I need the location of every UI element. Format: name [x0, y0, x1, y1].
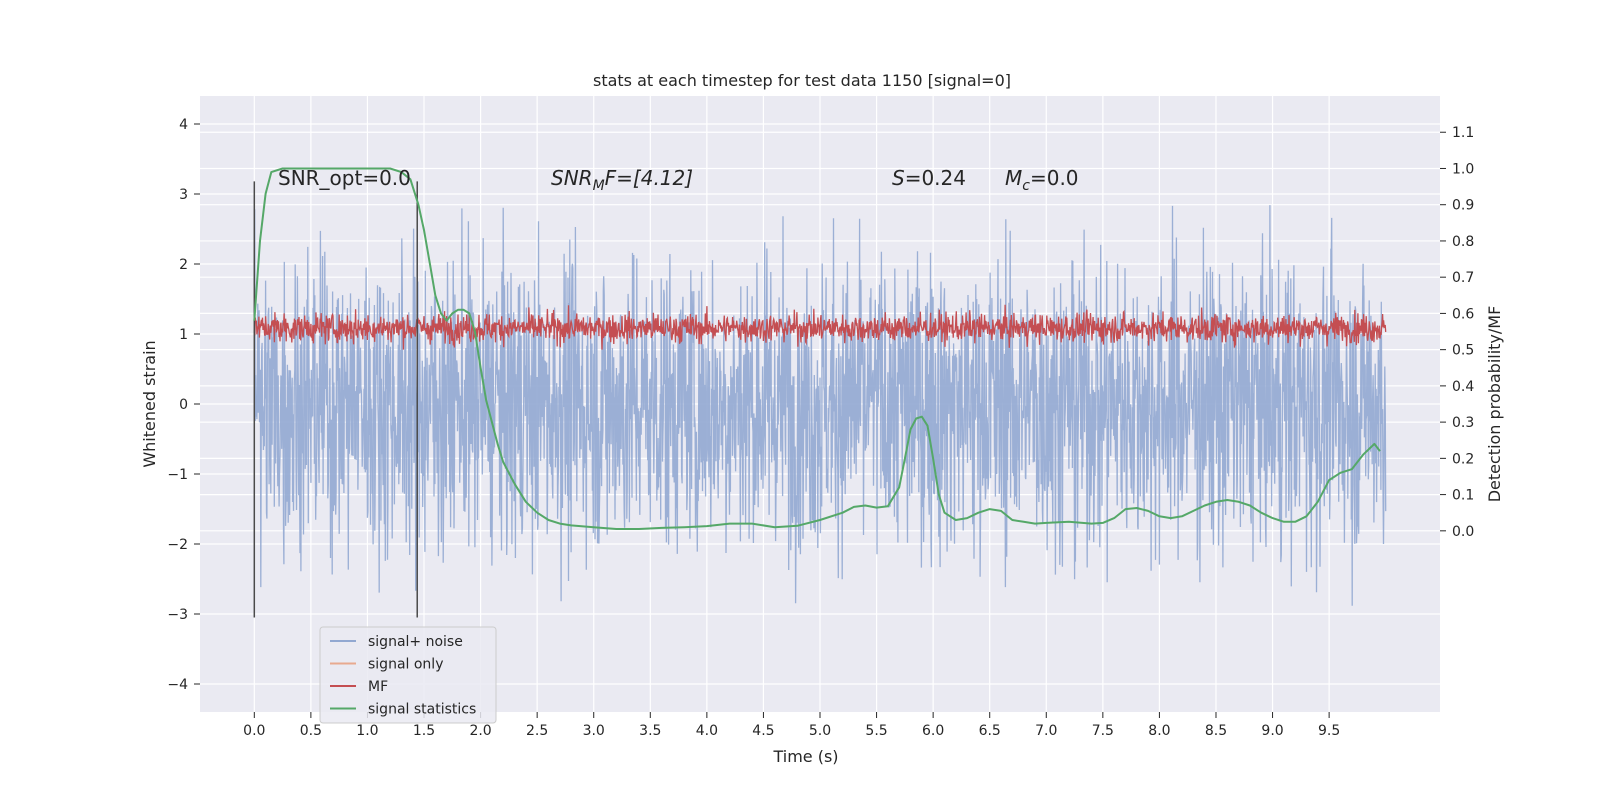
y-tick-label-left: −1: [167, 467, 188, 483]
y-tick-label-right: 0.6: [1452, 306, 1474, 322]
annotation-s-suffix: =0.24: [905, 166, 966, 190]
x-tick-label: 4.0: [696, 723, 718, 739]
x-tick-label: 5.0: [809, 723, 831, 739]
annotation-snr-mf-prefix: SNR: [551, 166, 593, 190]
x-tick-label: 7.5: [1092, 723, 1114, 739]
y-tick-labels-left: 4 3 2 1 0 −1 −2 −3 −4: [167, 117, 200, 693]
annotation-mc-sub: c: [1022, 178, 1030, 194]
y-tick-label-right: 0.3: [1452, 415, 1474, 431]
y-tick-label-left: −3: [167, 607, 188, 623]
y-tick-label-right: 0.5: [1452, 343, 1474, 359]
x-tick-labels: 0.0 0.5 1.0 1.5 2.0 2.5 3.0 3.5 4.0 4.5 5.0 5.5 6.0 6…: [243, 712, 1340, 739]
signal-noise-series: [253, 205, 1387, 606]
vertical-markers: [253, 181, 418, 618]
x-tick-label: 6.0: [922, 723, 944, 739]
annotation-snr-mf-suffix: F=[4.12]: [605, 166, 693, 190]
mf-line: [253, 304, 1387, 350]
annotation-snr-mf-sub: M: [593, 178, 605, 194]
y-tick-label-left: 2: [179, 257, 188, 273]
x-tick-label: 6.5: [979, 723, 1001, 739]
legend-box: [319, 626, 497, 724]
x-tick-label: 3.0: [583, 723, 605, 739]
y-axis-label: Whitened strain: [140, 340, 159, 467]
annotation-mc-prefix: M: [1005, 166, 1022, 190]
x-tick-label: 1.5: [413, 723, 435, 739]
y-tick-label-right: 0.2: [1452, 451, 1474, 467]
y-tick-labels-right: 1.1 1.0 0.9 0.8 0.7 0.6 0.5 0.4 0.3 0.2 0.1 0.0: [1440, 125, 1474, 540]
y-tick-label-right: 0.0: [1452, 524, 1474, 540]
legend: signal+ noise signal only MF signal statist…: [319, 626, 497, 724]
y-tick-label-left: 3: [179, 187, 188, 203]
y-tick-label-left: −4: [167, 677, 188, 693]
y-tick-label-left: 1: [179, 327, 188, 343]
y-tick-label-right: 1.0: [1452, 161, 1474, 177]
y-tick-label-left: −2: [167, 537, 188, 553]
y-axis-label-right: Detection probability/MF: [1485, 306, 1504, 503]
y-tick-label-right: 0.4: [1452, 379, 1474, 395]
legend-label: signal+ noise: [368, 634, 463, 650]
annotation-snr-opt: SNR_opt=0.0: [278, 166, 411, 190]
legend-label: MF: [368, 679, 388, 695]
y-tick-label-right: 0.7: [1452, 270, 1474, 286]
annotation-snr-mf: SNRMF=[4.12]: [551, 166, 693, 194]
annotations: SNR_opt=0.0 SNRMF=[4.12] S=0.24 Mc=0.0: [278, 166, 1079, 194]
x-tick-label: 0.5: [300, 723, 322, 739]
annotation-s-prefix: S: [892, 166, 905, 190]
signal-statistics-line: [253, 167, 1381, 530]
x-tick-label: 9.0: [1261, 723, 1283, 739]
x-tick-label: 9.5: [1318, 723, 1340, 739]
x-tick-label: 8.0: [1148, 723, 1170, 739]
plot-area: [200, 96, 1440, 712]
mf-series: [253, 304, 1387, 350]
x-tick-label: 5.5: [865, 723, 887, 739]
x-axis-label: Time (s): [772, 747, 838, 766]
chart-title: stats at each timestep for test data 115…: [593, 71, 1011, 90]
annotation-mc-suffix: =0.0: [1030, 166, 1079, 190]
legend-label: signal statistics: [368, 702, 476, 718]
x-tick-label: 8.5: [1205, 723, 1227, 739]
y-tick-label-right: 0.9: [1452, 198, 1474, 214]
x-tick-label: 0.0: [243, 723, 265, 739]
y-tick-label-left: 0: [179, 397, 188, 413]
y-tick-label-right: 0.8: [1452, 234, 1474, 250]
legend-label: signal only: [368, 657, 443, 673]
annotation-s: S=0.24: [892, 166, 966, 190]
signal-noise-line: [253, 205, 1387, 606]
x-tick-label: 2.5: [526, 723, 548, 739]
y-tick-label-right: 0.1: [1452, 488, 1474, 504]
x-tick-label: 3.5: [639, 723, 661, 739]
x-tick-label: 4.5: [752, 723, 774, 739]
x-tick-label: 7.0: [1035, 723, 1057, 739]
y-tick-label-left: 4: [179, 117, 188, 133]
y-tick-label-right: 1.1: [1452, 125, 1474, 141]
annotation-mc: Mc=0.0: [1005, 166, 1079, 194]
x-tick-label: 1.0: [356, 723, 378, 739]
x-tick-label: 2.0: [469, 723, 491, 739]
signal-statistics-series: [253, 167, 1381, 530]
